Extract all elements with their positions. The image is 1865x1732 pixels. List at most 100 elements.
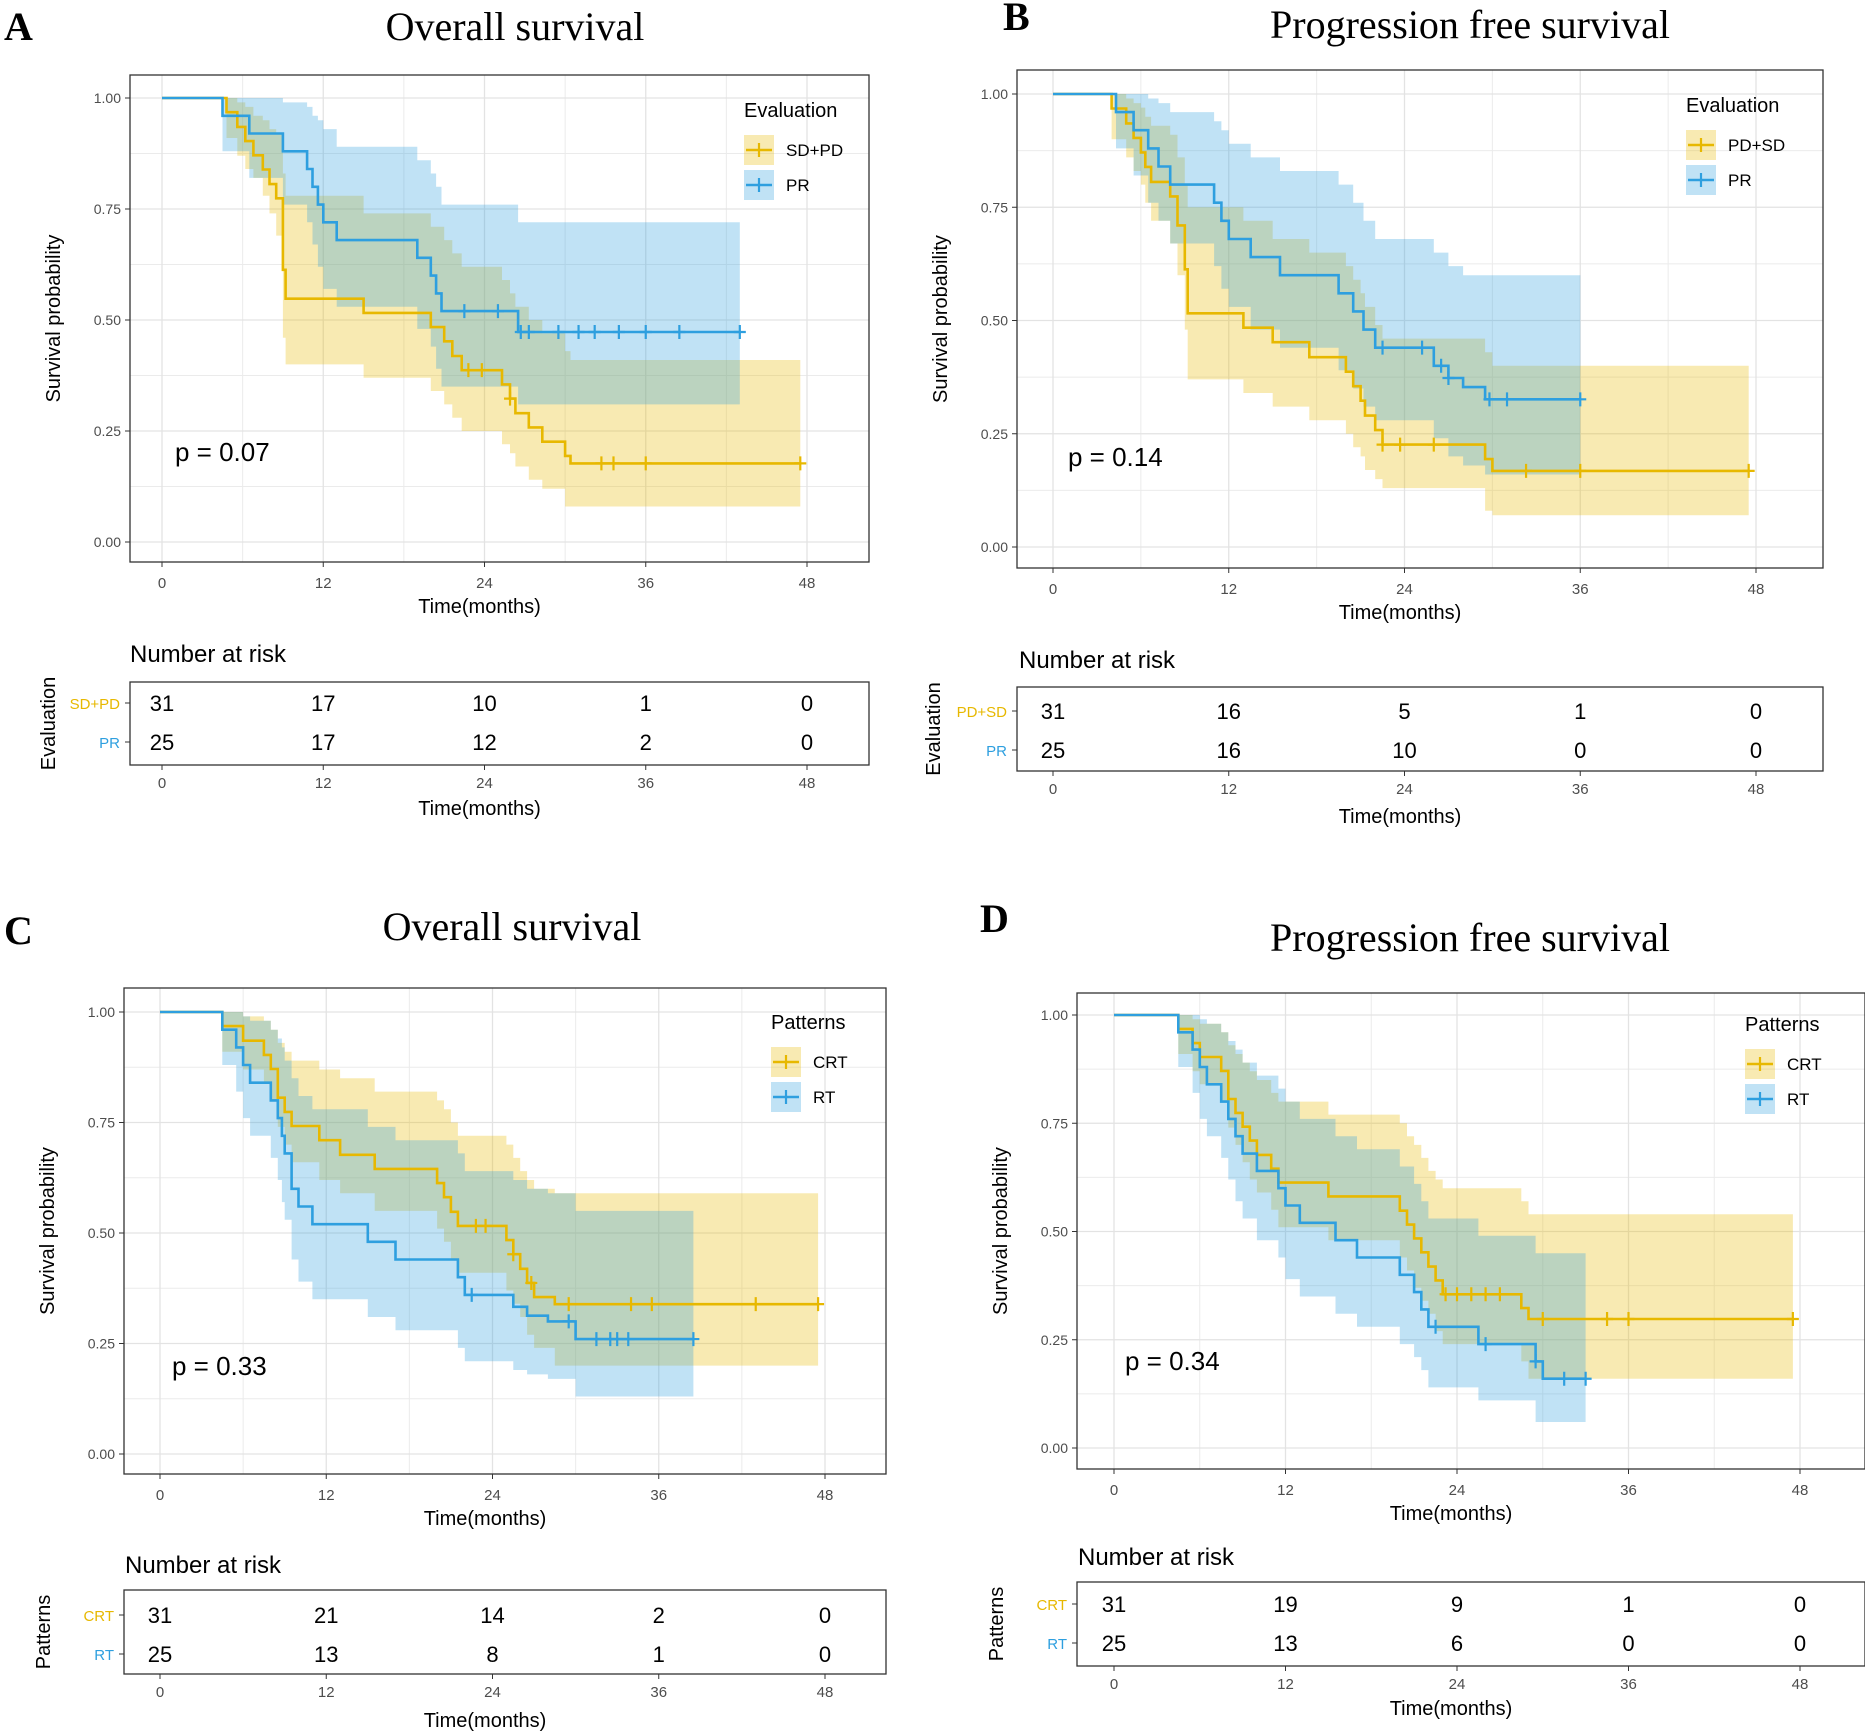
censor-mark	[1394, 437, 1407, 452]
censor-mark	[1442, 371, 1455, 386]
y-tick-label: 0.00	[981, 539, 1008, 555]
panel-title: Overall survival	[383, 904, 642, 949]
censor-mark	[572, 324, 585, 339]
risk-count: 13	[1273, 1631, 1297, 1656]
x-tick-label: 48	[817, 1487, 834, 1504]
y-tick-label: 0.25	[981, 426, 1008, 442]
risk-x-axis-title: Time(months)	[418, 798, 541, 820]
risk-count: 19	[1273, 1592, 1297, 1617]
censor-mark	[1622, 1311, 1635, 1326]
x-tick-label: 36	[637, 575, 654, 592]
x-tick-label: 0	[1049, 581, 1057, 598]
risk-count: 1	[640, 691, 652, 716]
risk-table-frame	[123, 1589, 887, 1675]
legend-label: RT	[813, 1088, 835, 1107]
risk-count: 9	[1451, 1592, 1463, 1617]
legend: Evaluation SD+PD PR	[744, 100, 843, 200]
risk-count: 1	[1574, 699, 1586, 724]
risk-count: 0	[1794, 1631, 1806, 1656]
risk-x-axis-title: Time(months)	[424, 1710, 547, 1732]
legend: Patterns CRT RT	[1745, 1014, 1822, 1114]
censor-mark	[1536, 1311, 1549, 1326]
ci-ribbon-sd-pd	[162, 98, 801, 507]
censor-mark	[733, 324, 746, 339]
panel-letter: B	[1003, 0, 1030, 39]
risk-group-label: CRT	[1036, 1597, 1067, 1614]
risk-count: 31	[150, 691, 174, 716]
censor-mark	[625, 1297, 638, 1312]
censor-mark	[475, 363, 488, 378]
legend: Evaluation PD+SD PR	[1686, 95, 1785, 195]
legend-title: Patterns	[1745, 1014, 1819, 1036]
risk-count: 17	[311, 691, 335, 716]
panel-title: Progression free survival	[1270, 2, 1670, 47]
risk-count: 25	[1102, 1631, 1126, 1656]
censor-mark	[1376, 340, 1389, 355]
censor-mark	[552, 324, 565, 339]
risk-count: 1	[1622, 1592, 1634, 1617]
censor-mark	[607, 456, 620, 471]
risk-table-title: Number at risk	[1019, 647, 1176, 674]
y-axis-title: Survival probability	[990, 1147, 1012, 1315]
x-tick-label: 24	[484, 1487, 501, 1504]
risk-x-tick-label: 48	[1792, 1676, 1809, 1693]
panel-title: Overall survival	[386, 4, 645, 49]
censor-mark	[812, 1297, 825, 1312]
risk-count: 31	[1041, 699, 1065, 724]
x-tick-label: 12	[1277, 1482, 1294, 1499]
censor-mark	[687, 1332, 700, 1347]
x-tick-label: 48	[1792, 1482, 1809, 1499]
y-tick-label: 0.50	[94, 312, 121, 328]
risk-group-label: RT	[94, 1647, 114, 1664]
ci-ribbon-rt	[1114, 1015, 1586, 1422]
risk-x-tick-label: 0	[156, 1684, 164, 1701]
p-value: p = 0.34	[1125, 1346, 1220, 1376]
censor-mark	[491, 304, 504, 319]
ci-ribbon-pd-sd	[1053, 94, 1749, 516]
risk-x-tick-label: 48	[1748, 781, 1765, 798]
censor-mark	[562, 1297, 575, 1312]
risk-x-tick-label: 36	[1620, 1676, 1637, 1693]
censor-mark	[639, 324, 652, 339]
risk-x-tick-label: 12	[1277, 1676, 1294, 1693]
legend-title: Evaluation	[744, 100, 837, 122]
y-tick-label: 0.00	[1041, 1440, 1068, 1456]
censor-mark	[622, 1332, 635, 1347]
censor-mark	[479, 1218, 492, 1233]
survival-curve-rt	[1114, 1013, 1586, 1380]
panel-d: D Progression free survival 0.00 0.25 0.50 0.…	[980, 896, 1865, 1720]
panel-letter: D	[980, 896, 1009, 941]
legend-title: Evaluation	[1686, 95, 1779, 117]
risk-count: 1	[653, 1642, 665, 1667]
risk-count: 6	[1451, 1631, 1463, 1656]
risk-count: 0	[819, 1603, 831, 1628]
panel-title: Progression free survival	[1270, 915, 1670, 960]
plot-frame	[1016, 69, 1824, 569]
p-value: p = 0.14	[1068, 442, 1163, 472]
risk-count: 25	[1041, 738, 1065, 763]
legend-title: Patterns	[771, 1012, 845, 1034]
survival-curve-sd-pd	[162, 96, 801, 465]
risk-table-title: Number at risk	[125, 1552, 282, 1579]
x-tick-label: 36	[1572, 581, 1589, 598]
risk-count: 10	[472, 691, 496, 716]
risk-table-title: Number at risk	[130, 641, 287, 668]
censor-mark	[1465, 1287, 1478, 1302]
risk-count: 0	[819, 1642, 831, 1667]
x-axis-title: Time(months)	[1339, 602, 1462, 624]
risk-group-label: CRT	[83, 1608, 114, 1625]
y-tick-label: 1.00	[94, 90, 121, 106]
survival-curve-rt	[160, 1010, 694, 1341]
risk-strata-title: Patterns	[986, 1587, 1008, 1661]
risk-count: 0	[1750, 738, 1762, 763]
y-tick-label: 0.25	[88, 1336, 115, 1352]
x-tick-label: 0	[158, 575, 166, 592]
risk-group-label: RT	[1047, 1636, 1067, 1653]
risk-count: 0	[1794, 1592, 1806, 1617]
censor-mark	[1429, 1319, 1442, 1334]
risk-x-axis-title: Time(months)	[1390, 1698, 1513, 1720]
risk-strata-title: Patterns	[33, 1595, 55, 1669]
risk-count: 31	[1102, 1592, 1126, 1617]
x-tick-label: 12	[315, 575, 332, 592]
